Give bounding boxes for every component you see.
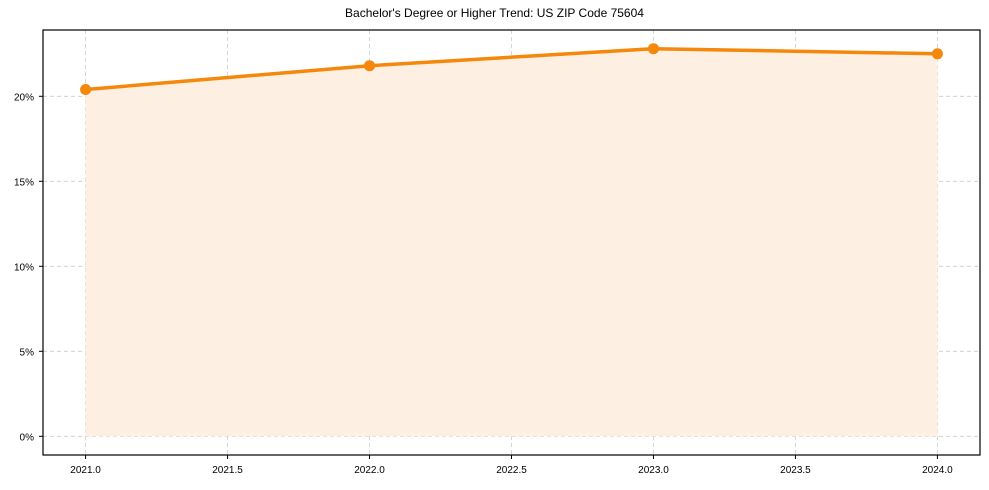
y-axis: 0% 5% 10% 15% 20% (14, 92, 43, 443)
y-tick-label: 20% (14, 92, 34, 103)
area-fill (85, 48, 938, 437)
chart-title: Bachelor's Degree or Higher Trend: US ZI… (345, 6, 644, 20)
x-tick-label: 2023.5 (780, 465, 811, 476)
y-tick-label: 15% (14, 177, 34, 188)
x-tick-label: 2021.0 (70, 465, 101, 476)
x-tick-label: 2023.0 (638, 465, 669, 476)
x-tick-label: 2024.0 (922, 465, 953, 476)
data-point (931, 48, 943, 60)
x-tick-label: 2022.0 (354, 465, 385, 476)
x-axis: 2021.0 2021.5 2022.0 2022.5 2023.0 2023.5 2024… (70, 455, 953, 476)
y-tick-label: 10% (14, 262, 34, 273)
x-tick-label: 2022.5 (496, 465, 527, 476)
data-point (364, 60, 376, 72)
data-line (85, 46, 938, 92)
data-point (80, 84, 92, 95)
x-tick-label: 2021.5 (212, 465, 243, 476)
data-point (647, 43, 659, 55)
y-tick-label: 5% (20, 347, 35, 358)
data-points (80, 43, 943, 95)
y-tick-label: 0% (20, 432, 35, 443)
